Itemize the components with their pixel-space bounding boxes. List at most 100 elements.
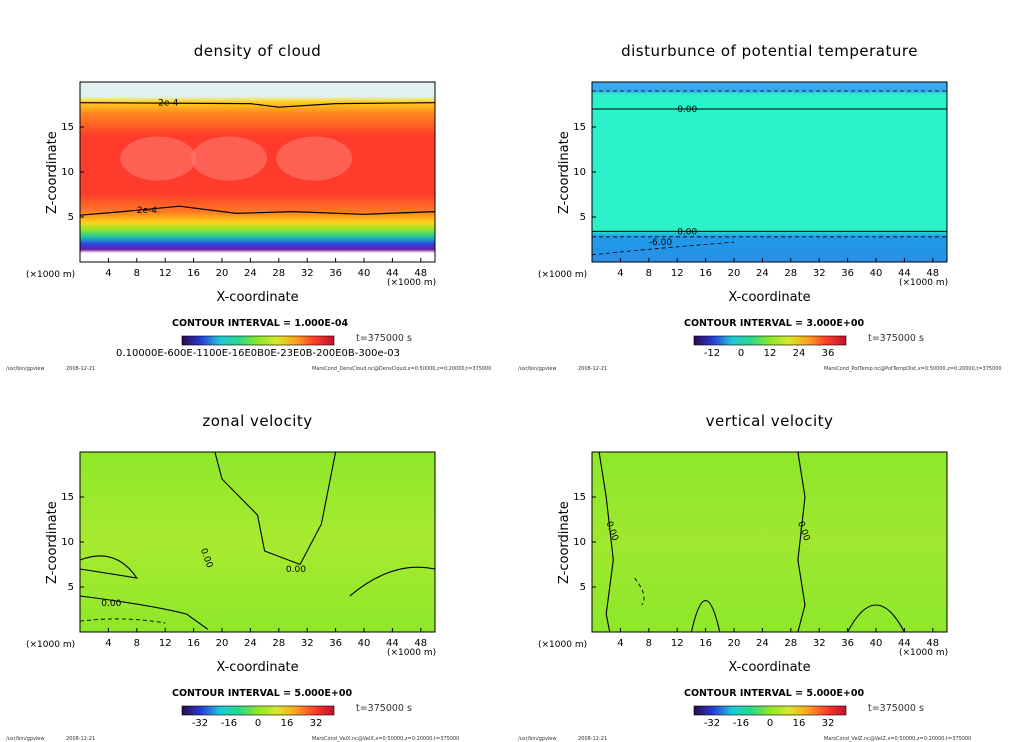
contour-interval: CONTOUR INTERVAL = 5.000E+00 — [684, 688, 865, 699]
contour-label: 0.00 — [677, 105, 697, 115]
time-label: t=375000 s — [356, 703, 412, 714]
colorbar-tick-label: -16 — [221, 718, 237, 729]
x-unit-label: (×1000 m) — [387, 278, 437, 288]
contour-line — [797, 451, 806, 633]
contour-label: 2e-4 — [137, 206, 158, 216]
x-tick-label: 44 — [898, 638, 911, 649]
x-axis-label: X-coordinate — [216, 660, 299, 675]
colorbar — [693, 705, 847, 716]
x-tick-label: 24 — [756, 638, 769, 649]
x-tick-label: 36 — [841, 638, 854, 649]
chart-title: vertical velocity — [705, 412, 834, 430]
footer-file: MarsCond_VelZ.nc@VelZ,x=0:50000,z=0:2000… — [824, 736, 972, 742]
x-tick-label: 20 — [216, 638, 229, 649]
x-tick-label: 28 — [272, 268, 285, 279]
colorbar-tick-label: 16 — [281, 718, 294, 729]
y-tick-label: 10 — [573, 167, 586, 178]
z-unit-label: (×1000 m) — [26, 270, 76, 280]
colorbar-tick-label: 0 — [738, 348, 744, 359]
footer-file: MarsCond_PotTemp.nc@PotTempDist,x=0:5000… — [824, 366, 1002, 372]
x-tick-label: 36 — [329, 268, 342, 279]
footer-file: MarsCond_VelX.nc@VelX,x=0:50000,z=0:2000… — [312, 736, 460, 742]
x-unit-label: (×1000 m) — [899, 648, 949, 658]
footer-date: 2008-12-21 — [578, 366, 608, 372]
x-tick-label: 12 — [159, 638, 172, 649]
chart-panel-4: vertical velocity 0.00 0.00 4 8 12 16 20 24 28 32 3… — [512, 370, 1024, 742]
colorbar-tick-label: -32 — [192, 718, 208, 729]
x-tick-label: 20 — [728, 638, 741, 649]
x-tick-label: 16 — [699, 638, 712, 649]
x-tick-label: 12 — [671, 268, 684, 279]
footer-date: 2008-12-21 — [66, 366, 96, 372]
contour-line-dashed — [634, 577, 645, 606]
y-tick-label: 5 — [68, 212, 74, 223]
time-label: t=375000 s — [868, 333, 924, 344]
x-tick-label: 8 — [646, 638, 652, 649]
y-tick-label: 5 — [580, 212, 586, 223]
contour-interval: CONTOUR INTERVAL = 5.000E+00 — [172, 688, 353, 699]
contour-line — [598, 451, 614, 633]
x-tick-label: 8 — [134, 638, 140, 649]
colorbar-tick-label: -12 — [704, 348, 720, 359]
x-unit-label: (×1000 m) — [899, 278, 949, 288]
x-tick-label: 44 — [898, 268, 911, 279]
heatmap-field — [80, 452, 435, 632]
x-tick-label: 24 — [244, 268, 257, 279]
contour-label: 0.00 — [677, 227, 697, 237]
contour-interval: CONTOUR INTERVAL = 1.000E-04 — [172, 318, 349, 329]
z-unit-label: (×1000 m) — [26, 640, 76, 650]
contour-label: 0.00 — [101, 599, 121, 609]
x-tick-label: 28 — [784, 268, 797, 279]
contour-interval: CONTOUR INTERVAL = 3.000E+00 — [684, 318, 865, 329]
y-tick-label: 5 — [580, 582, 586, 593]
time-label: t=375000 s — [868, 703, 924, 714]
cloud-cell — [191, 136, 268, 181]
colorbar-tick-label: 0 — [767, 718, 773, 729]
x-tick-label: 4 — [105, 268, 111, 279]
x-axis-label: X-coordinate — [216, 290, 299, 305]
contour-line — [847, 604, 905, 633]
x-tick-label: 48 — [926, 268, 939, 279]
contour-line — [214, 451, 337, 566]
contour-line — [79, 205, 436, 216]
x-tick-label: 40 — [870, 268, 883, 279]
z-unit-label: (×1000 m) — [538, 270, 588, 280]
chart-panel-3: zonal velocity 0.00 0.00 0.00 4 8 12 16 20 24 28 32… — [0, 370, 512, 742]
x-axis-label: X-coordinate — [728, 290, 811, 305]
cloud-cell — [276, 136, 353, 181]
cloud-cell — [120, 136, 197, 181]
contour-line — [79, 595, 209, 630]
x-tick-label: 48 — [414, 268, 427, 279]
x-tick-label: 32 — [301, 638, 314, 649]
chart-title: zonal velocity — [202, 412, 313, 430]
x-tick-label: 8 — [134, 268, 140, 279]
colorbar-tick-label: 12 — [764, 348, 777, 359]
x-tick-label: 28 — [784, 638, 797, 649]
colorbar-tick-label: 32 — [822, 718, 835, 729]
y-axis-label: Z-coordinate — [557, 131, 572, 214]
footer-program: /usr/bin/gpview — [6, 366, 45, 372]
x-tick-label: 12 — [671, 638, 684, 649]
y-tick-label: 5 — [68, 582, 74, 593]
contour-label: -6.00 — [649, 238, 673, 248]
x-tick-label: 40 — [358, 268, 371, 279]
colorbar-tick-label: 24 — [793, 348, 806, 359]
footer-file: MarsCond_DensCloud.nc@DensCloud,x=0:5000… — [312, 366, 492, 372]
contour-line — [349, 566, 436, 597]
x-tick-label: 20 — [728, 268, 741, 279]
colorbar-tick-label: 16 — [793, 718, 806, 729]
x-tick-label: 28 — [272, 638, 285, 649]
contour-label: 2e-4 — [158, 99, 179, 109]
y-axis-label: Z-coordinate — [45, 131, 60, 214]
x-tick-label: 48 — [414, 638, 427, 649]
y-tick-label: 10 — [573, 537, 586, 548]
x-tick-label: 12 — [159, 268, 172, 279]
colorbar-tick-label: 0.10000E-600E-1100E-16E0B0E-23E0B-200E0B… — [116, 348, 400, 359]
x-tick-label: 40 — [358, 638, 371, 649]
chart-panel-1: density of cloud 2e-4 2e-4 4 8 12 16 20 24 28 32 36… — [0, 0, 512, 372]
z-unit-label: (×1000 m) — [538, 640, 588, 650]
colorbar — [693, 335, 847, 346]
x-tick-label: 24 — [244, 638, 257, 649]
chart-title: disturbunce of potential temperature — [621, 42, 918, 60]
chart-title: density of cloud — [193, 42, 322, 60]
